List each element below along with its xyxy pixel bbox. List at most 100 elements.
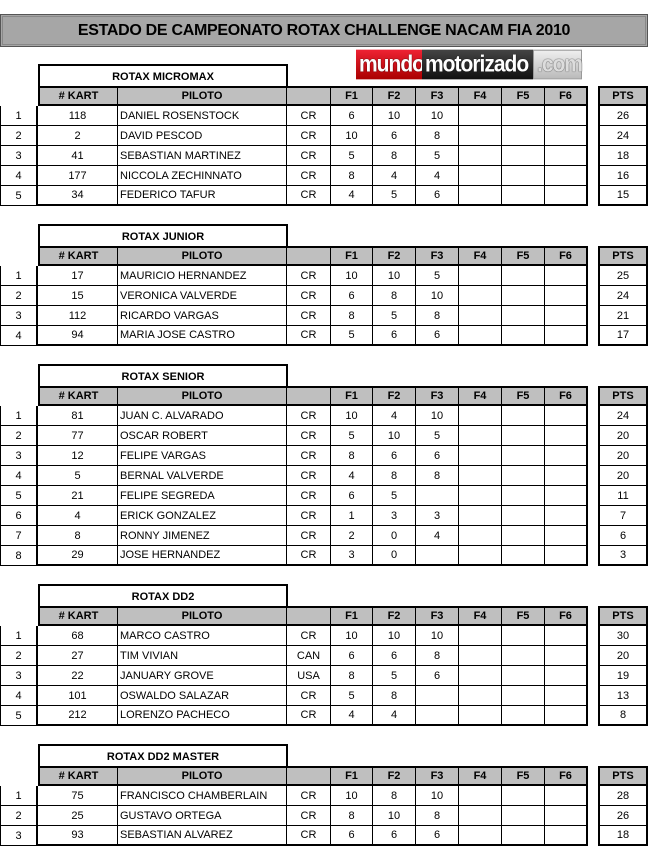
race-f6-cell bbox=[545, 686, 588, 706]
race-f2-cell: 8 bbox=[373, 466, 416, 486]
race-f5-cell bbox=[502, 486, 545, 506]
race-f1-cell: 10 bbox=[331, 786, 373, 806]
rank-cell: 5 bbox=[0, 186, 38, 206]
race-f2-cell: 10 bbox=[373, 626, 416, 646]
column-header: F4 bbox=[459, 606, 502, 626]
race-f6-cell bbox=[545, 526, 588, 546]
pilot-name-cell: JANUARY GROVE bbox=[118, 666, 287, 686]
race-f4-cell bbox=[459, 426, 502, 446]
race-f3-cell: 6 bbox=[416, 446, 459, 466]
page-title: ESTADO DE CAMPEONATO ROTAX CHALLENGE NAC… bbox=[0, 14, 648, 47]
column-header bbox=[287, 246, 331, 266]
kart-number-cell: 12 bbox=[38, 446, 118, 466]
column-header: F4 bbox=[459, 86, 502, 106]
race-f6-cell bbox=[545, 446, 588, 466]
race-f2-cell: 8 bbox=[373, 146, 416, 166]
rank-cell: 6 bbox=[0, 506, 38, 526]
race-f6-cell bbox=[545, 146, 588, 166]
race-f1-cell: 6 bbox=[331, 286, 373, 306]
race-f5-cell bbox=[502, 506, 545, 526]
race-f5-cell bbox=[502, 426, 545, 446]
points-cell: 16 bbox=[598, 166, 648, 186]
points-cell: 15 bbox=[598, 186, 648, 206]
race-f5-cell bbox=[502, 826, 545, 846]
race-f1-cell: 6 bbox=[331, 486, 373, 506]
rank-cell: 3 bbox=[0, 446, 38, 466]
race-f1-cell: 1 bbox=[331, 506, 373, 526]
kart-number-cell: 5 bbox=[38, 466, 118, 486]
race-f6-cell bbox=[545, 666, 588, 686]
race-f2-cell: 5 bbox=[373, 306, 416, 326]
rank-cell: 1 bbox=[0, 786, 38, 806]
country-cell: CR bbox=[287, 186, 331, 206]
pilot-name-cell: FELIPE SEGREDA bbox=[118, 486, 287, 506]
column-header: F6 bbox=[545, 246, 588, 266]
pilot-name-cell: MAURICIO HERNANDEZ bbox=[118, 266, 287, 286]
country-cell: CR bbox=[287, 446, 331, 466]
race-f4-cell bbox=[459, 306, 502, 326]
race-f3-cell: 10 bbox=[416, 286, 459, 306]
column-header: F3 bbox=[416, 766, 459, 786]
race-f5-cell bbox=[502, 806, 545, 826]
rank-cell: 1 bbox=[0, 266, 38, 286]
race-f6-cell bbox=[545, 326, 588, 346]
kart-number-cell: 34 bbox=[38, 186, 118, 206]
country-cell: CR bbox=[287, 686, 331, 706]
logo-part-3: .com bbox=[533, 49, 583, 80]
race-f5-cell bbox=[502, 266, 545, 286]
race-f3-cell: 5 bbox=[416, 146, 459, 166]
points-cell: 8 bbox=[598, 706, 648, 726]
race-f4-cell bbox=[459, 786, 502, 806]
race-f6-cell bbox=[545, 426, 588, 446]
race-f1-cell: 6 bbox=[331, 826, 373, 846]
column-header: F6 bbox=[545, 86, 588, 106]
kart-number-cell: 68 bbox=[38, 626, 118, 646]
pilot-name-cell: SEBASTIAN MARTINEZ bbox=[118, 146, 287, 166]
country-cell: CR bbox=[287, 546, 331, 566]
race-f3-cell: 5 bbox=[416, 426, 459, 446]
race-f4-cell bbox=[459, 126, 502, 146]
race-f4-cell bbox=[459, 486, 502, 506]
rank-cell: 1 bbox=[0, 406, 38, 426]
race-f5-cell bbox=[502, 446, 545, 466]
race-f4-cell bbox=[459, 686, 502, 706]
kart-number-cell: 81 bbox=[38, 406, 118, 426]
race-f2-cell: 5 bbox=[373, 486, 416, 506]
race-f5-cell bbox=[502, 326, 545, 346]
category-title: ROTAX MICROMAX bbox=[38, 64, 288, 86]
race-f6-cell bbox=[545, 266, 588, 286]
kart-number-cell: 112 bbox=[38, 306, 118, 326]
rank-cell: 4 bbox=[0, 686, 38, 706]
race-f6-cell bbox=[545, 826, 588, 846]
column-header: PILOTO bbox=[118, 86, 287, 106]
race-f1-cell: 10 bbox=[331, 626, 373, 646]
pilot-name-cell: VERONICA VALVERDE bbox=[118, 286, 287, 306]
race-f5-cell bbox=[502, 626, 545, 646]
country-cell: CR bbox=[287, 406, 331, 426]
column-header: # KART bbox=[38, 246, 118, 266]
race-f4-cell bbox=[459, 166, 502, 186]
kart-number-cell: 94 bbox=[38, 326, 118, 346]
rank-cell: 4 bbox=[0, 326, 38, 346]
column-header: F2 bbox=[373, 386, 416, 406]
country-cell: CAN bbox=[287, 646, 331, 666]
race-f5-cell bbox=[502, 186, 545, 206]
race-f1-cell: 8 bbox=[331, 666, 373, 686]
column-header: F5 bbox=[502, 86, 545, 106]
rank-cell: 2 bbox=[0, 646, 38, 666]
kart-number-cell: 27 bbox=[38, 646, 118, 666]
country-cell: CR bbox=[287, 146, 331, 166]
column-header: F6 bbox=[545, 386, 588, 406]
column-header: F5 bbox=[502, 386, 545, 406]
race-f6-cell bbox=[545, 106, 588, 126]
rank-cell: 5 bbox=[0, 486, 38, 506]
race-f6-cell bbox=[545, 486, 588, 506]
points-cell: 20 bbox=[598, 446, 648, 466]
mundomotorizado-logo: mundo motorizado .com bbox=[356, 49, 583, 80]
pilot-name-cell: RICARDO VARGAS bbox=[118, 306, 287, 326]
rank-cell: 4 bbox=[0, 466, 38, 486]
race-f3-cell: 5 bbox=[416, 266, 459, 286]
pilot-name-cell: BERNAL VALVERDE bbox=[118, 466, 287, 486]
column-header bbox=[287, 386, 331, 406]
race-f4-cell bbox=[459, 626, 502, 646]
